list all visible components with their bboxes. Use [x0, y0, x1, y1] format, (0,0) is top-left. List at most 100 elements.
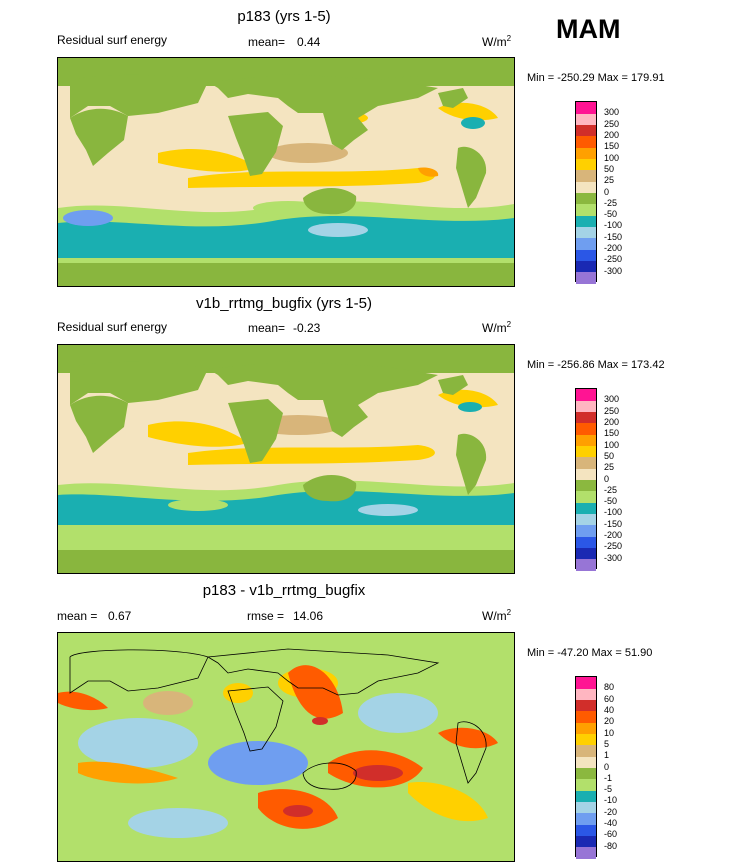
season-label: MAM — [556, 14, 621, 44]
panel-2-variable-label: Residual surf energy — [57, 320, 168, 334]
colorbar-tick-label: -300 — [604, 552, 623, 563]
colorbar-swatch — [576, 835, 596, 848]
panel-3-mean-value: 0.67 — [108, 609, 132, 623]
colorbar-swatch — [576, 389, 596, 401]
colorbar-swatch — [576, 513, 596, 526]
colorbar-swatch — [576, 169, 596, 182]
colorbar-tick-label: -200 — [604, 530, 623, 541]
colorbar-tick-label: -80 — [604, 840, 618, 851]
colorbar-swatch — [576, 203, 596, 216]
colorbar-tick-label: 40 — [604, 704, 615, 715]
colorbar-swatch — [576, 688, 596, 701]
colorbar-tick-label: 200 — [604, 129, 620, 140]
colorbar-tick-label: 25 — [604, 462, 615, 473]
colorbar-tick-label: 250 — [604, 405, 620, 416]
colorbar-swatch — [576, 445, 596, 458]
colorbar-tick-label: -100 — [604, 220, 623, 231]
colorbar-swatch — [576, 524, 596, 537]
colorbar-tick-label: 20 — [604, 716, 615, 727]
panel-1-colorbar — [575, 101, 597, 284]
colorbar-tick-label: -100 — [604, 507, 623, 518]
colorbar-tick-label: 25 — [604, 175, 615, 186]
colorbar-tick-label: -300 — [604, 265, 623, 276]
colorbar-swatch — [576, 226, 596, 239]
colorbar-swatch — [576, 192, 596, 205]
colorbar-tick-label: -10 — [604, 795, 618, 806]
colorbar-swatch — [576, 237, 596, 250]
colorbar-swatch — [576, 490, 596, 503]
panel-1-mean-label: mean= — [248, 35, 286, 49]
colorbar-swatch — [576, 778, 596, 791]
colorbar-swatch — [576, 434, 596, 447]
colorbar-tick-label: 50 — [604, 450, 615, 461]
panel-3-mean-label: mean = — [57, 609, 98, 623]
colorbar-swatch — [576, 558, 596, 571]
colorbar-swatch — [576, 102, 596, 114]
colorbar-tick-label: 1 — [604, 750, 610, 761]
colorbar-swatch — [576, 767, 596, 780]
colorbar-tick-label: -200 — [604, 243, 623, 254]
colorbar-tick-label: -50 — [604, 209, 618, 220]
colorbar-tick-label: 0 — [604, 761, 610, 772]
panel-1-map — [57, 57, 515, 287]
colorbar-tick-label: -25 — [604, 197, 618, 208]
panel-3-units: W/m2 — [482, 608, 512, 623]
colorbar-tick-label: 300 — [604, 394, 620, 405]
colorbar-swatch — [576, 733, 596, 746]
panel-3-colorbar — [575, 676, 597, 859]
panel-2-colorbar — [575, 388, 597, 571]
colorbar-tick-label: 60 — [604, 693, 615, 704]
panel-3-title: p183 - v1b_rrtmg_bugfix — [202, 582, 366, 599]
colorbar-tick-label: -20 — [604, 806, 618, 817]
colorbar-swatch — [576, 411, 596, 424]
colorbar-swatch — [576, 744, 596, 757]
colorbar-tick-label: -60 — [604, 829, 618, 840]
colorbar-swatch — [576, 158, 596, 171]
colorbar-swatch — [576, 422, 596, 435]
panel-3-rmse-value: 14.06 — [293, 609, 324, 623]
panel-3-rmse-label: rmse = — [247, 609, 285, 623]
colorbar-swatch — [576, 456, 596, 469]
colorbar-swatch — [576, 468, 596, 480]
colorbar-swatch — [576, 824, 596, 836]
colorbar-swatch — [576, 502, 596, 514]
colorbar-tick-label: -5 — [604, 784, 613, 795]
panel-1-title: p183 (yrs 1-5) — [237, 8, 331, 25]
colorbar-swatch — [576, 215, 596, 227]
colorbar-swatch — [576, 271, 596, 284]
colorbar-swatch — [576, 699, 596, 712]
panel-1-variable-label: Residual surf energy — [57, 33, 168, 47]
colorbar-swatch — [576, 790, 596, 802]
colorbar-swatch — [576, 677, 596, 689]
panel-2-map — [57, 344, 515, 574]
colorbar-swatch — [576, 536, 596, 548]
panel-2-minmax: Min = -256.86 Max = 173.42 — [527, 359, 665, 371]
colorbar-tick-label: -50 — [604, 496, 618, 507]
colorbar-tick-label: 250 — [604, 118, 620, 129]
panel-2-title: v1b_rrtmg_bugfix (yrs 1-5) — [196, 295, 372, 312]
colorbar-tick-label: 300 — [604, 107, 620, 118]
colorbar-tick-label: -1 — [604, 772, 613, 783]
colorbar-tick-label: -40 — [604, 818, 618, 829]
colorbar-swatch — [576, 846, 596, 859]
colorbar-swatch — [576, 135, 596, 148]
colorbar-swatch — [576, 260, 596, 273]
colorbar-tick-label: 0 — [604, 186, 610, 197]
colorbar-swatch — [576, 147, 596, 160]
colorbar-swatch — [576, 801, 596, 814]
colorbar-tick-label: -250 — [604, 541, 623, 552]
colorbar-tick-label: -25 — [604, 484, 618, 495]
colorbar-swatch — [576, 181, 596, 193]
colorbar-swatch — [576, 756, 596, 768]
colorbar-tick-label: 10 — [604, 727, 615, 738]
panel-2-mean-value: -0.23 — [293, 321, 321, 335]
colorbar-swatch — [576, 547, 596, 560]
colorbar-tick-label: 150 — [604, 428, 620, 439]
colorbar-tick-label: 100 — [604, 152, 620, 163]
panel-1-units: W/m2 — [482, 34, 512, 49]
colorbar-tick-label: 0 — [604, 473, 610, 484]
colorbar-tick-label: 200 — [604, 416, 620, 427]
colorbar-swatch — [576, 400, 596, 413]
panel-1-mean-value: 0.44 — [297, 35, 321, 49]
panel-2-units: W/m2 — [482, 320, 512, 335]
